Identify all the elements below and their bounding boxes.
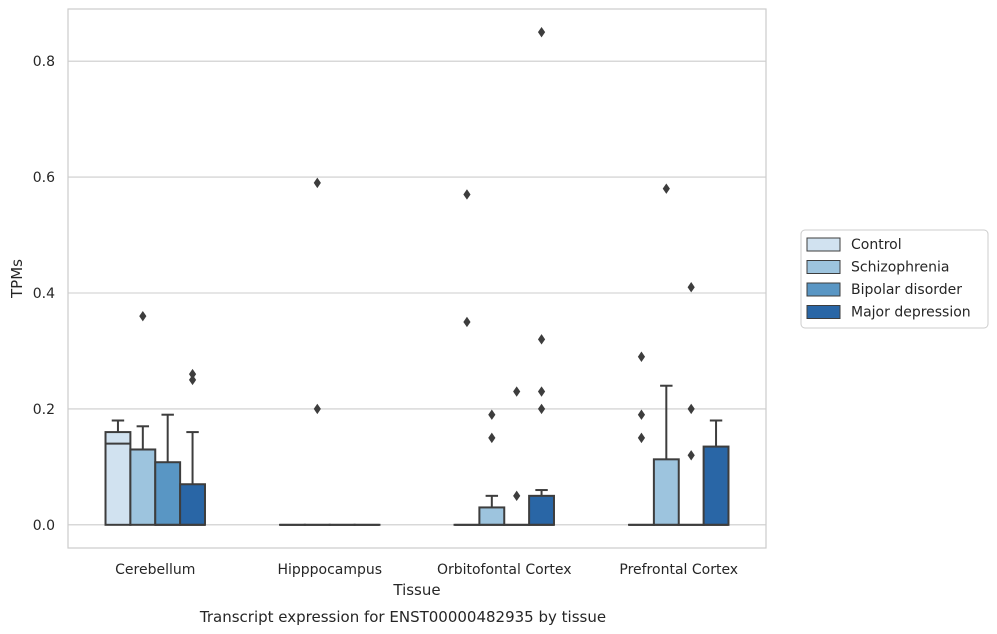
box-bipolar-disorder <box>677 281 705 526</box>
box-schizophrenia <box>478 409 506 526</box>
outlier-point <box>687 403 695 415</box>
legend: Control Schizophrenia Bipolar disorder Majo… <box>800 229 989 329</box>
x-tick-label: Hipppocampus <box>277 562 382 578</box>
y-tick-label: 0.0 <box>33 518 55 534</box>
legend-label: Schizophrenia <box>851 260 949 276</box>
legend-frame <box>800 229 989 329</box>
outlier-point <box>662 183 670 194</box>
legend-swatch <box>806 260 841 274</box>
outlier-point <box>313 177 321 189</box>
box-iqr <box>104 431 132 526</box>
legend-label: Major depression <box>851 305 971 321</box>
box-control <box>628 351 655 526</box>
box-iqr <box>478 506 506 526</box>
box-iqr <box>129 448 157 526</box>
outlier-point <box>537 26 546 38</box>
legend-swatch <box>806 282 841 297</box>
box-major-depression <box>179 368 206 526</box>
outlier-point <box>637 432 646 444</box>
legend-label: Control <box>851 237 902 253</box>
y-axis-label: TPMs <box>8 259 26 299</box>
box-schizophrenia <box>129 310 157 526</box>
outlier-point <box>537 403 546 415</box>
outlier-point <box>313 403 321 415</box>
box-layer <box>104 26 730 526</box>
legend-label: Bipolar disorder <box>851 282 962 298</box>
outlier-point <box>188 368 197 380</box>
x-tick-label: Prefrontal Cortex <box>619 562 738 578</box>
outlier-point <box>687 450 695 461</box>
grid-lines <box>68 60 766 526</box>
outlier-point <box>637 351 646 362</box>
box-iqr <box>154 461 182 526</box>
legend-swatch <box>806 305 841 319</box>
outlier-point <box>139 310 147 322</box>
box-bipolar-disorder <box>503 386 531 526</box>
outlier-point <box>513 490 521 502</box>
box-iqr <box>652 458 680 526</box>
legend-swatch <box>806 237 841 252</box>
chart-caption: Transcript expression for ENST0000048293… <box>199 608 606 626</box>
outlier-point <box>537 334 546 345</box>
box-iqr <box>702 445 730 526</box>
y-tick-label: 0.4 <box>33 286 55 302</box>
box-major-depression <box>702 419 730 526</box>
box-bipolar-disorder <box>154 413 182 526</box>
box-schizophrenia <box>652 183 680 526</box>
x-tick-labels: Cerebellum Hipppocampus Orbitofontal Corte… <box>115 562 738 578</box>
outlier-point <box>488 409 496 420</box>
box-major-depression <box>528 26 555 526</box>
outlier-point <box>488 432 496 444</box>
box-control <box>453 189 481 526</box>
x-tick-label: Cerebellum <box>115 562 195 578</box>
y-tick-label: 0.6 <box>33 170 55 186</box>
outlier-point <box>463 316 471 328</box>
x-tick-label: Orbitofontal Cortex <box>437 562 572 578</box>
outlier-point <box>188 374 197 386</box>
outlier-point <box>513 386 521 397</box>
box-iqr <box>179 483 206 526</box>
outlier-point <box>463 189 471 200</box>
outlier-point <box>687 281 695 293</box>
box-schizophrenia <box>303 177 331 526</box>
outlier-point <box>637 409 646 420</box>
outlier-point <box>537 386 546 397</box>
x-axis-label: Tissue <box>392 581 440 599</box>
plot-area-frame <box>67 8 767 549</box>
y-tick-label: 0.8 <box>33 54 55 70</box>
y-tick-label: 0.2 <box>33 402 55 418</box>
y-tick-labels: 0.0 0.2 0.4 0.6 0.8 <box>33 54 55 534</box>
box-control <box>104 419 132 526</box>
box-iqr <box>528 494 555 526</box>
